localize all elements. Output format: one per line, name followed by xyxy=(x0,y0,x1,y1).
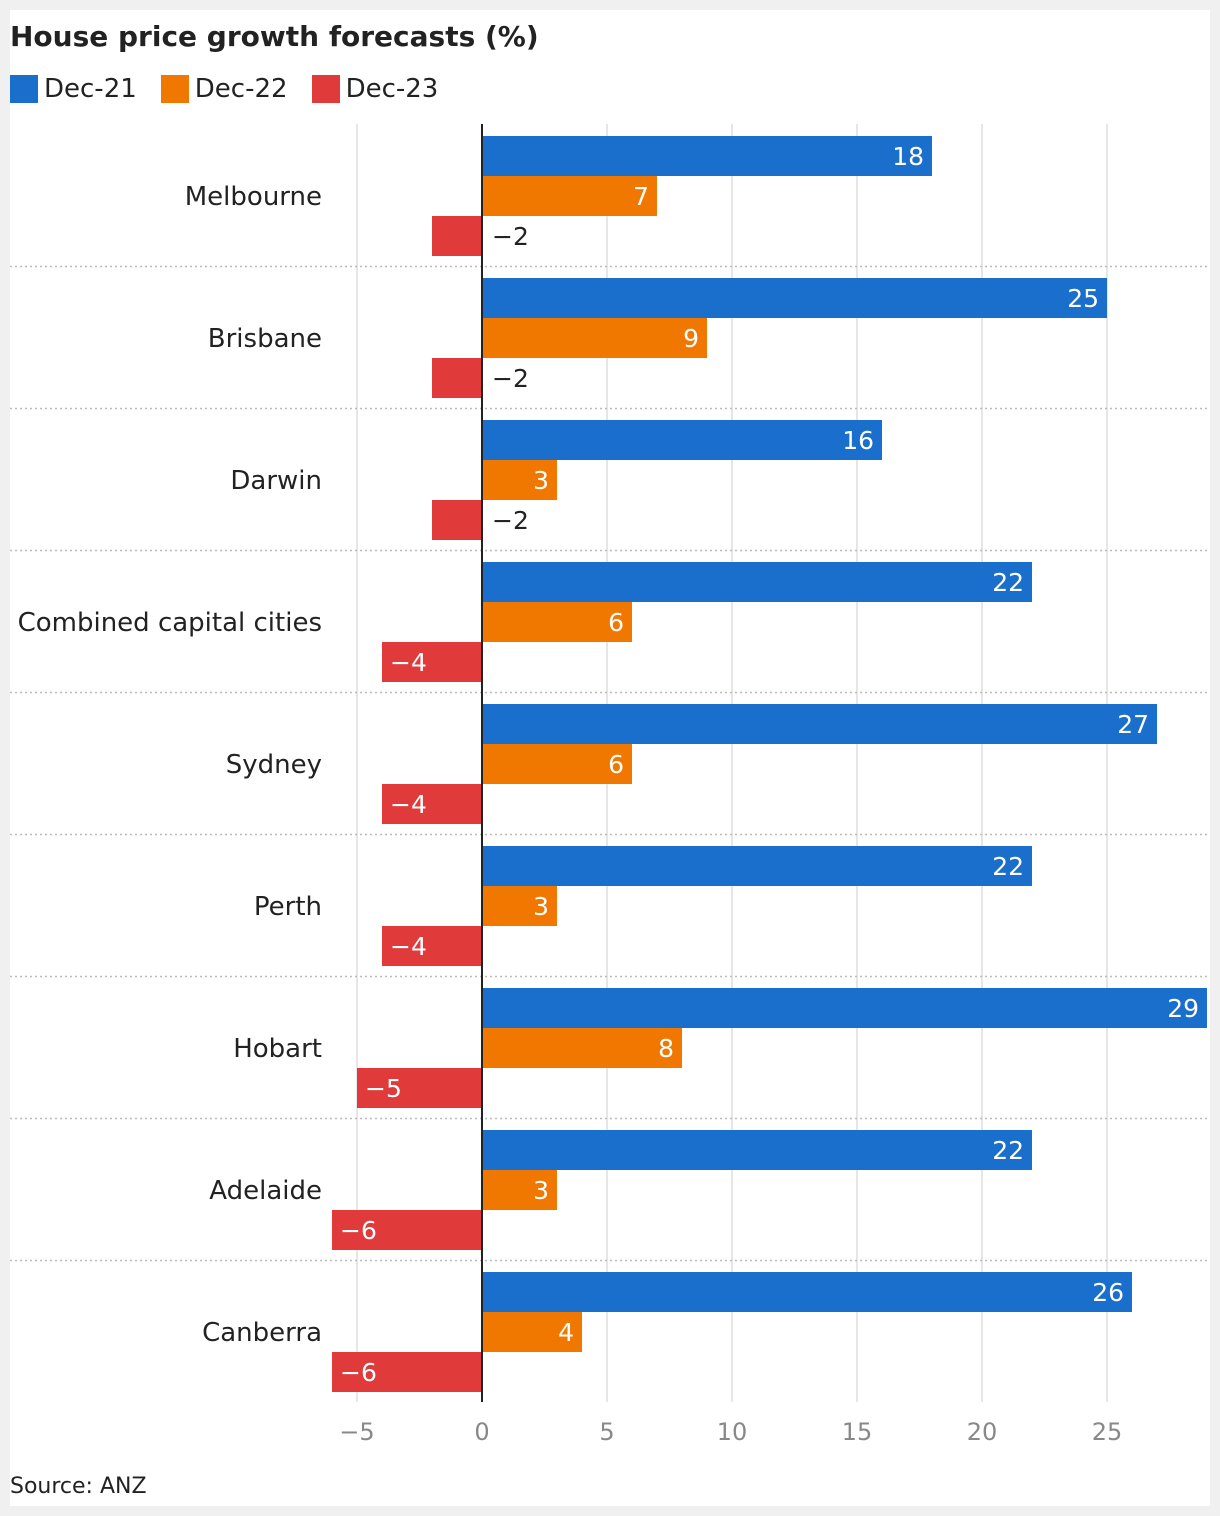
category-label-sydney: Sydney xyxy=(226,750,322,780)
bar-perth-dec-23 xyxy=(382,926,482,966)
value-label-combined-capital-cities-dec-21: 22 xyxy=(992,568,1024,597)
bar-melbourne-dec-23 xyxy=(432,216,482,256)
value-label-darwin-dec-21: 16 xyxy=(842,426,874,455)
category-label-adelaide: Adelaide xyxy=(209,1176,322,1206)
value-label-canberra-dec-23: −6 xyxy=(340,1358,377,1387)
value-label-adelaide-dec-22: 3 xyxy=(533,1176,549,1205)
legend-item-dec-23: Dec-23 xyxy=(311,74,439,104)
bar-hobart-dec-23 xyxy=(357,1068,482,1108)
value-label-melbourne-dec-21: 18 xyxy=(892,142,924,171)
category-label-perth: Perth xyxy=(254,892,322,922)
x-tick-label: 20 xyxy=(967,1418,998,1446)
source-note: Source: ANZ xyxy=(10,1474,147,1499)
value-label-hobart-dec-23: −5 xyxy=(365,1074,402,1103)
value-label-darwin-dec-23: −2 xyxy=(492,506,529,535)
bar-sydney-dec-21 xyxy=(482,704,1157,744)
category-label-combined-capital-cities: Combined capital cities xyxy=(18,608,322,638)
legend-label-dec-21: Dec-21 xyxy=(44,74,137,104)
bar-brisbane-dec-22 xyxy=(482,318,707,358)
value-label-combined-capital-cities-dec-22: 6 xyxy=(608,608,624,637)
bar-adelaide-dec-21 xyxy=(482,1130,1032,1170)
legend-swatch-dec-21 xyxy=(10,75,38,103)
bar-adelaide-dec-22 xyxy=(482,1170,557,1210)
x-tick-label: 15 xyxy=(842,1418,873,1446)
value-label-combined-capital-cities-dec-23: −4 xyxy=(390,648,427,677)
category-label-canberra: Canberra xyxy=(202,1318,322,1348)
bar-combined-capital-cities-dec-21 xyxy=(482,562,1032,602)
value-label-canberra-dec-22: 4 xyxy=(558,1318,574,1347)
bar-canberra-dec-21 xyxy=(482,1272,1132,1312)
category-label-melbourne: Melbourne xyxy=(185,182,322,212)
bar-brisbane-dec-21 xyxy=(482,278,1107,318)
x-tick-label: 0 xyxy=(474,1418,489,1446)
bar-darwin-dec-23 xyxy=(432,500,482,540)
bar-sydney-dec-23 xyxy=(382,784,482,824)
value-label-brisbane-dec-23: −2 xyxy=(492,364,529,393)
legend: Dec-21 Dec-22 Dec-23 xyxy=(10,74,438,104)
bar-combined-capital-cities-dec-23 xyxy=(382,642,482,682)
value-label-hobart-dec-22: 8 xyxy=(658,1034,674,1063)
value-label-perth-dec-23: −4 xyxy=(390,932,427,961)
bar-adelaide-dec-23 xyxy=(332,1210,482,1250)
value-label-sydney-dec-21: 27 xyxy=(1117,710,1149,739)
value-label-brisbane-dec-21: 25 xyxy=(1067,284,1099,313)
value-label-hobart-dec-21: 29 xyxy=(1167,994,1199,1023)
category-label-hobart: Hobart xyxy=(233,1034,322,1064)
value-label-adelaide-dec-21: 22 xyxy=(992,1136,1024,1165)
legend-swatch-dec-23 xyxy=(311,75,340,103)
legend-item-dec-21: Dec-21 xyxy=(10,74,137,104)
category-label-darwin: Darwin xyxy=(230,466,322,496)
bar-hobart-dec-21 xyxy=(482,988,1207,1028)
x-tick-label: 5 xyxy=(599,1418,614,1446)
category-label-brisbane: Brisbane xyxy=(208,324,322,354)
bar-melbourne-dec-22 xyxy=(482,176,657,216)
chart-card: House price growth forecasts (%) Dec-21 … xyxy=(10,10,1210,1506)
value-label-brisbane-dec-22: 9 xyxy=(683,324,699,353)
legend-item-dec-22: Dec-22 xyxy=(160,74,288,104)
bar-canberra-dec-23 xyxy=(332,1352,482,1392)
value-label-melbourne-dec-23: −2 xyxy=(492,222,529,251)
legend-swatch-dec-22 xyxy=(160,75,189,103)
bar-perth-dec-22 xyxy=(482,886,557,926)
value-label-perth-dec-21: 22 xyxy=(992,852,1024,881)
bar-darwin-dec-21 xyxy=(482,420,882,460)
x-tick-label: 10 xyxy=(717,1418,748,1446)
value-label-melbourne-dec-22: 7 xyxy=(633,182,649,211)
legend-label-dec-22: Dec-22 xyxy=(194,74,288,104)
x-tick-label: 25 xyxy=(1092,1418,1123,1446)
chart-title: House price growth forecasts (%) xyxy=(10,20,539,53)
bar-darwin-dec-22 xyxy=(482,460,557,500)
x-tick-label: −5 xyxy=(339,1418,374,1446)
value-label-canberra-dec-21: 26 xyxy=(1092,1278,1124,1307)
bar-melbourne-dec-21 xyxy=(482,136,932,176)
value-label-adelaide-dec-23: −6 xyxy=(340,1216,377,1245)
bar-canberra-dec-22 xyxy=(482,1312,582,1352)
legend-label-dec-23: Dec-23 xyxy=(345,74,439,104)
bar-brisbane-dec-23 xyxy=(432,358,482,398)
bar-sydney-dec-22 xyxy=(482,744,632,784)
bar-combined-capital-cities-dec-22 xyxy=(482,602,632,642)
bar-perth-dec-21 xyxy=(482,846,1032,886)
value-label-sydney-dec-23: −4 xyxy=(390,790,427,819)
bar-chart: Melbourne187−2Brisbane259−2Darwin163−2Co… xyxy=(10,124,1210,1446)
value-label-perth-dec-22: 3 xyxy=(533,892,549,921)
bar-hobart-dec-22 xyxy=(482,1028,682,1068)
value-label-darwin-dec-22: 3 xyxy=(533,466,549,495)
value-label-sydney-dec-22: 6 xyxy=(608,750,624,779)
